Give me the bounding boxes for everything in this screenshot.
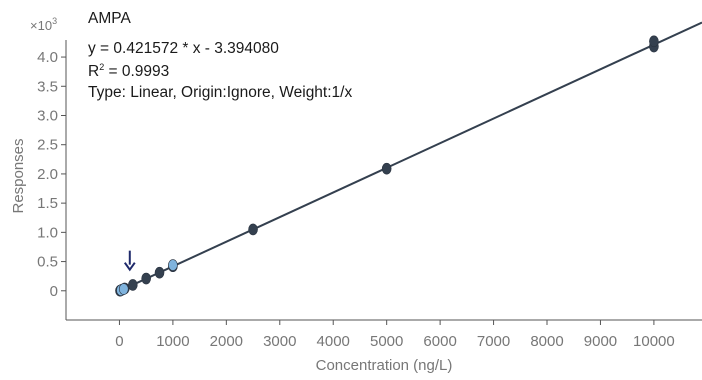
y-tick-label: 1.5 (37, 195, 58, 212)
data-point (141, 272, 151, 285)
y-tick-label: 0.5 (37, 254, 58, 271)
x-tick-label: 1000 (156, 333, 189, 350)
x-tick-label: 10000 (633, 333, 675, 350)
y-axis-label: Responses (10, 138, 27, 213)
r-squared-label: R2 = 0.9993 (88, 62, 170, 80)
x-tick-label: 6000 (423, 333, 456, 350)
annotation-arrow (123, 250, 136, 272)
y-tick-label: 3.0 (37, 107, 58, 124)
y-tick-label: 2.0 (37, 166, 58, 183)
y-tick-label: 1.0 (37, 224, 58, 241)
y-tick-label: 3.5 (37, 78, 58, 95)
y-tick-label: 4.0 (37, 49, 58, 66)
data-point (649, 35, 659, 48)
x-tick-label: 5000 (370, 333, 403, 350)
x-tick-label: 9000 (584, 333, 617, 350)
arrow-head (123, 262, 136, 272)
y-axis-multiplier: ×103 (30, 16, 57, 33)
data-point (381, 162, 392, 175)
x-tick-label: 2000 (210, 333, 243, 350)
regression-equation: y = 0.421572 * x - 3.394080 (88, 40, 279, 57)
data-point (168, 259, 178, 271)
fit-type-label: Type: Linear, Origin:Ignore, Weight:1/x (88, 84, 353, 101)
x-tick-label: 0 (115, 333, 123, 350)
data-point (248, 223, 258, 236)
x-tick-label: 4000 (317, 333, 350, 350)
y-axis-ticks: 0 0.5 1.0 1.5 2.0 2.5 3.0 3.5 4.0 (37, 49, 66, 300)
data-point (154, 266, 165, 279)
x-tick-label: 8000 (530, 333, 563, 350)
regression-line (119, 21, 702, 292)
data-points (115, 35, 659, 297)
y-tick-label: 0 (50, 283, 58, 300)
x-axis-ticks: 0 1000 2000 3000 4000 5000 6000 7000 8000 9000 100… (115, 320, 675, 350)
x-tick-label: 3000 (263, 333, 296, 350)
x-axis-label: Concentration (ng/L) (316, 357, 453, 374)
y-tick-label: 2.5 (37, 137, 58, 154)
data-point (128, 279, 138, 291)
chart-title: AMPA (88, 10, 131, 27)
data-point (118, 283, 129, 295)
x-tick-label: 7000 (477, 333, 510, 350)
